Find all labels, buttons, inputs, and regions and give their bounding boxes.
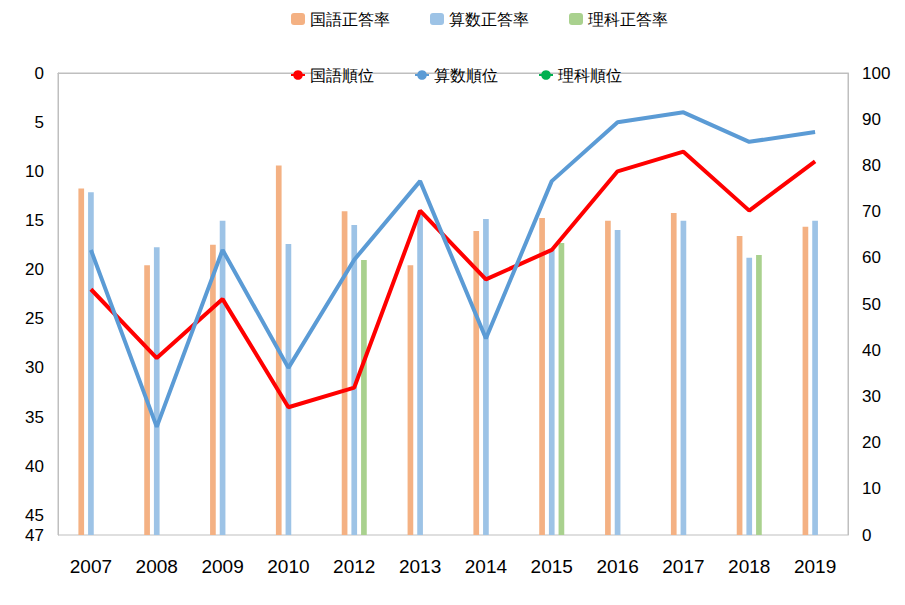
svg-text:0: 0 <box>35 64 44 83</box>
svg-text:2018: 2018 <box>728 556 770 577</box>
svg-text:10: 10 <box>25 162 44 181</box>
svg-text:算数順位: 算数順位 <box>434 67 498 84</box>
svg-text:0: 0 <box>862 526 871 545</box>
svg-text:国語順位: 国語順位 <box>310 67 374 84</box>
svg-text:5: 5 <box>35 113 44 132</box>
svg-text:2016: 2016 <box>596 556 638 577</box>
svg-text:2013: 2013 <box>399 556 441 577</box>
svg-text:100: 100 <box>862 64 890 83</box>
svg-text:2012: 2012 <box>333 556 375 577</box>
svg-text:2017: 2017 <box>662 556 704 577</box>
svg-text:2014: 2014 <box>465 556 508 577</box>
svg-text:20: 20 <box>862 433 881 452</box>
svg-text:35: 35 <box>25 408 44 427</box>
svg-text:2019: 2019 <box>794 556 836 577</box>
svg-text:理科正答率: 理科正答率 <box>588 11 668 28</box>
svg-text:算数正答率: 算数正答率 <box>449 11 529 28</box>
svg-text:80: 80 <box>862 156 881 175</box>
svg-text:2015: 2015 <box>531 556 573 577</box>
svg-text:30: 30 <box>25 358 44 377</box>
svg-text:30: 30 <box>862 387 881 406</box>
svg-text:40: 40 <box>862 341 881 360</box>
svg-text:40: 40 <box>25 457 44 476</box>
svg-text:60: 60 <box>862 248 881 267</box>
svg-text:20: 20 <box>25 260 44 279</box>
svg-text:2007: 2007 <box>70 556 112 577</box>
svg-text:47: 47 <box>25 526 44 545</box>
svg-text:25: 25 <box>25 309 44 328</box>
svg-text:15: 15 <box>25 211 44 230</box>
svg-text:45: 45 <box>25 506 44 525</box>
svg-text:2008: 2008 <box>136 556 178 577</box>
svg-text:2010: 2010 <box>267 556 309 577</box>
svg-text:国語正答率: 国語正答率 <box>310 11 390 28</box>
svg-text:2009: 2009 <box>201 556 243 577</box>
svg-text:70: 70 <box>862 202 881 221</box>
svg-text:50: 50 <box>862 295 881 314</box>
svg-text:理科順位: 理科順位 <box>558 67 622 84</box>
svg-text:10: 10 <box>862 479 881 498</box>
svg-text:90: 90 <box>862 110 881 129</box>
